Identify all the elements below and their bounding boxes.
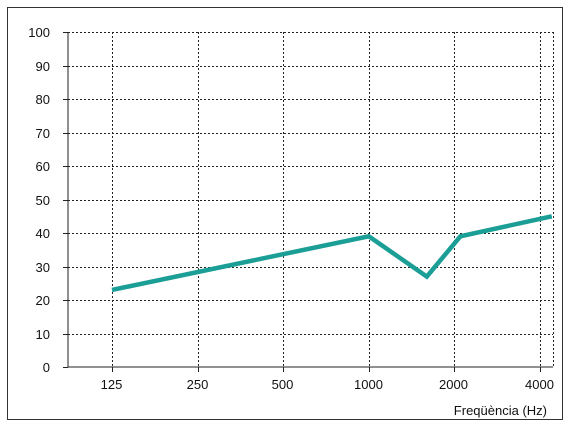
y-tick-label: 70 — [36, 126, 50, 141]
y-tick-label: 80 — [36, 92, 50, 107]
x-tick-label: 250 — [187, 377, 209, 392]
y-tick-labels: 0 10 20 30 40 50 60 70 80 90 100 — [28, 25, 50, 375]
y-tick-label: 0 — [43, 360, 50, 375]
y-tick-label: 30 — [36, 260, 50, 275]
x-tick-label: 2000 — [439, 377, 468, 392]
x-axis-label: Freqüència (Hz) — [454, 403, 547, 418]
y-tick-label: 10 — [36, 327, 50, 342]
axes — [67, 32, 553, 368]
x-tick-label: 1000 — [354, 377, 383, 392]
series-line — [111, 214, 553, 293]
y-tick-label: 100 — [28, 25, 50, 40]
y-tick-label: 50 — [36, 193, 50, 208]
grid — [63, 32, 554, 372]
x-tick-labels: 125 250 500 1000 2000 4000 — [101, 377, 554, 392]
x-tick-label: 500 — [272, 377, 294, 392]
y-tick-label: 40 — [36, 226, 50, 241]
x-tick-label: 125 — [101, 377, 123, 392]
y-tick-label: 60 — [36, 159, 50, 174]
y-tick-label: 90 — [36, 59, 50, 74]
series — [111, 214, 553, 293]
y-tick-label: 20 — [36, 293, 50, 308]
chart-frame — [7, 7, 563, 420]
x-tick-label: 4000 — [525, 377, 554, 392]
